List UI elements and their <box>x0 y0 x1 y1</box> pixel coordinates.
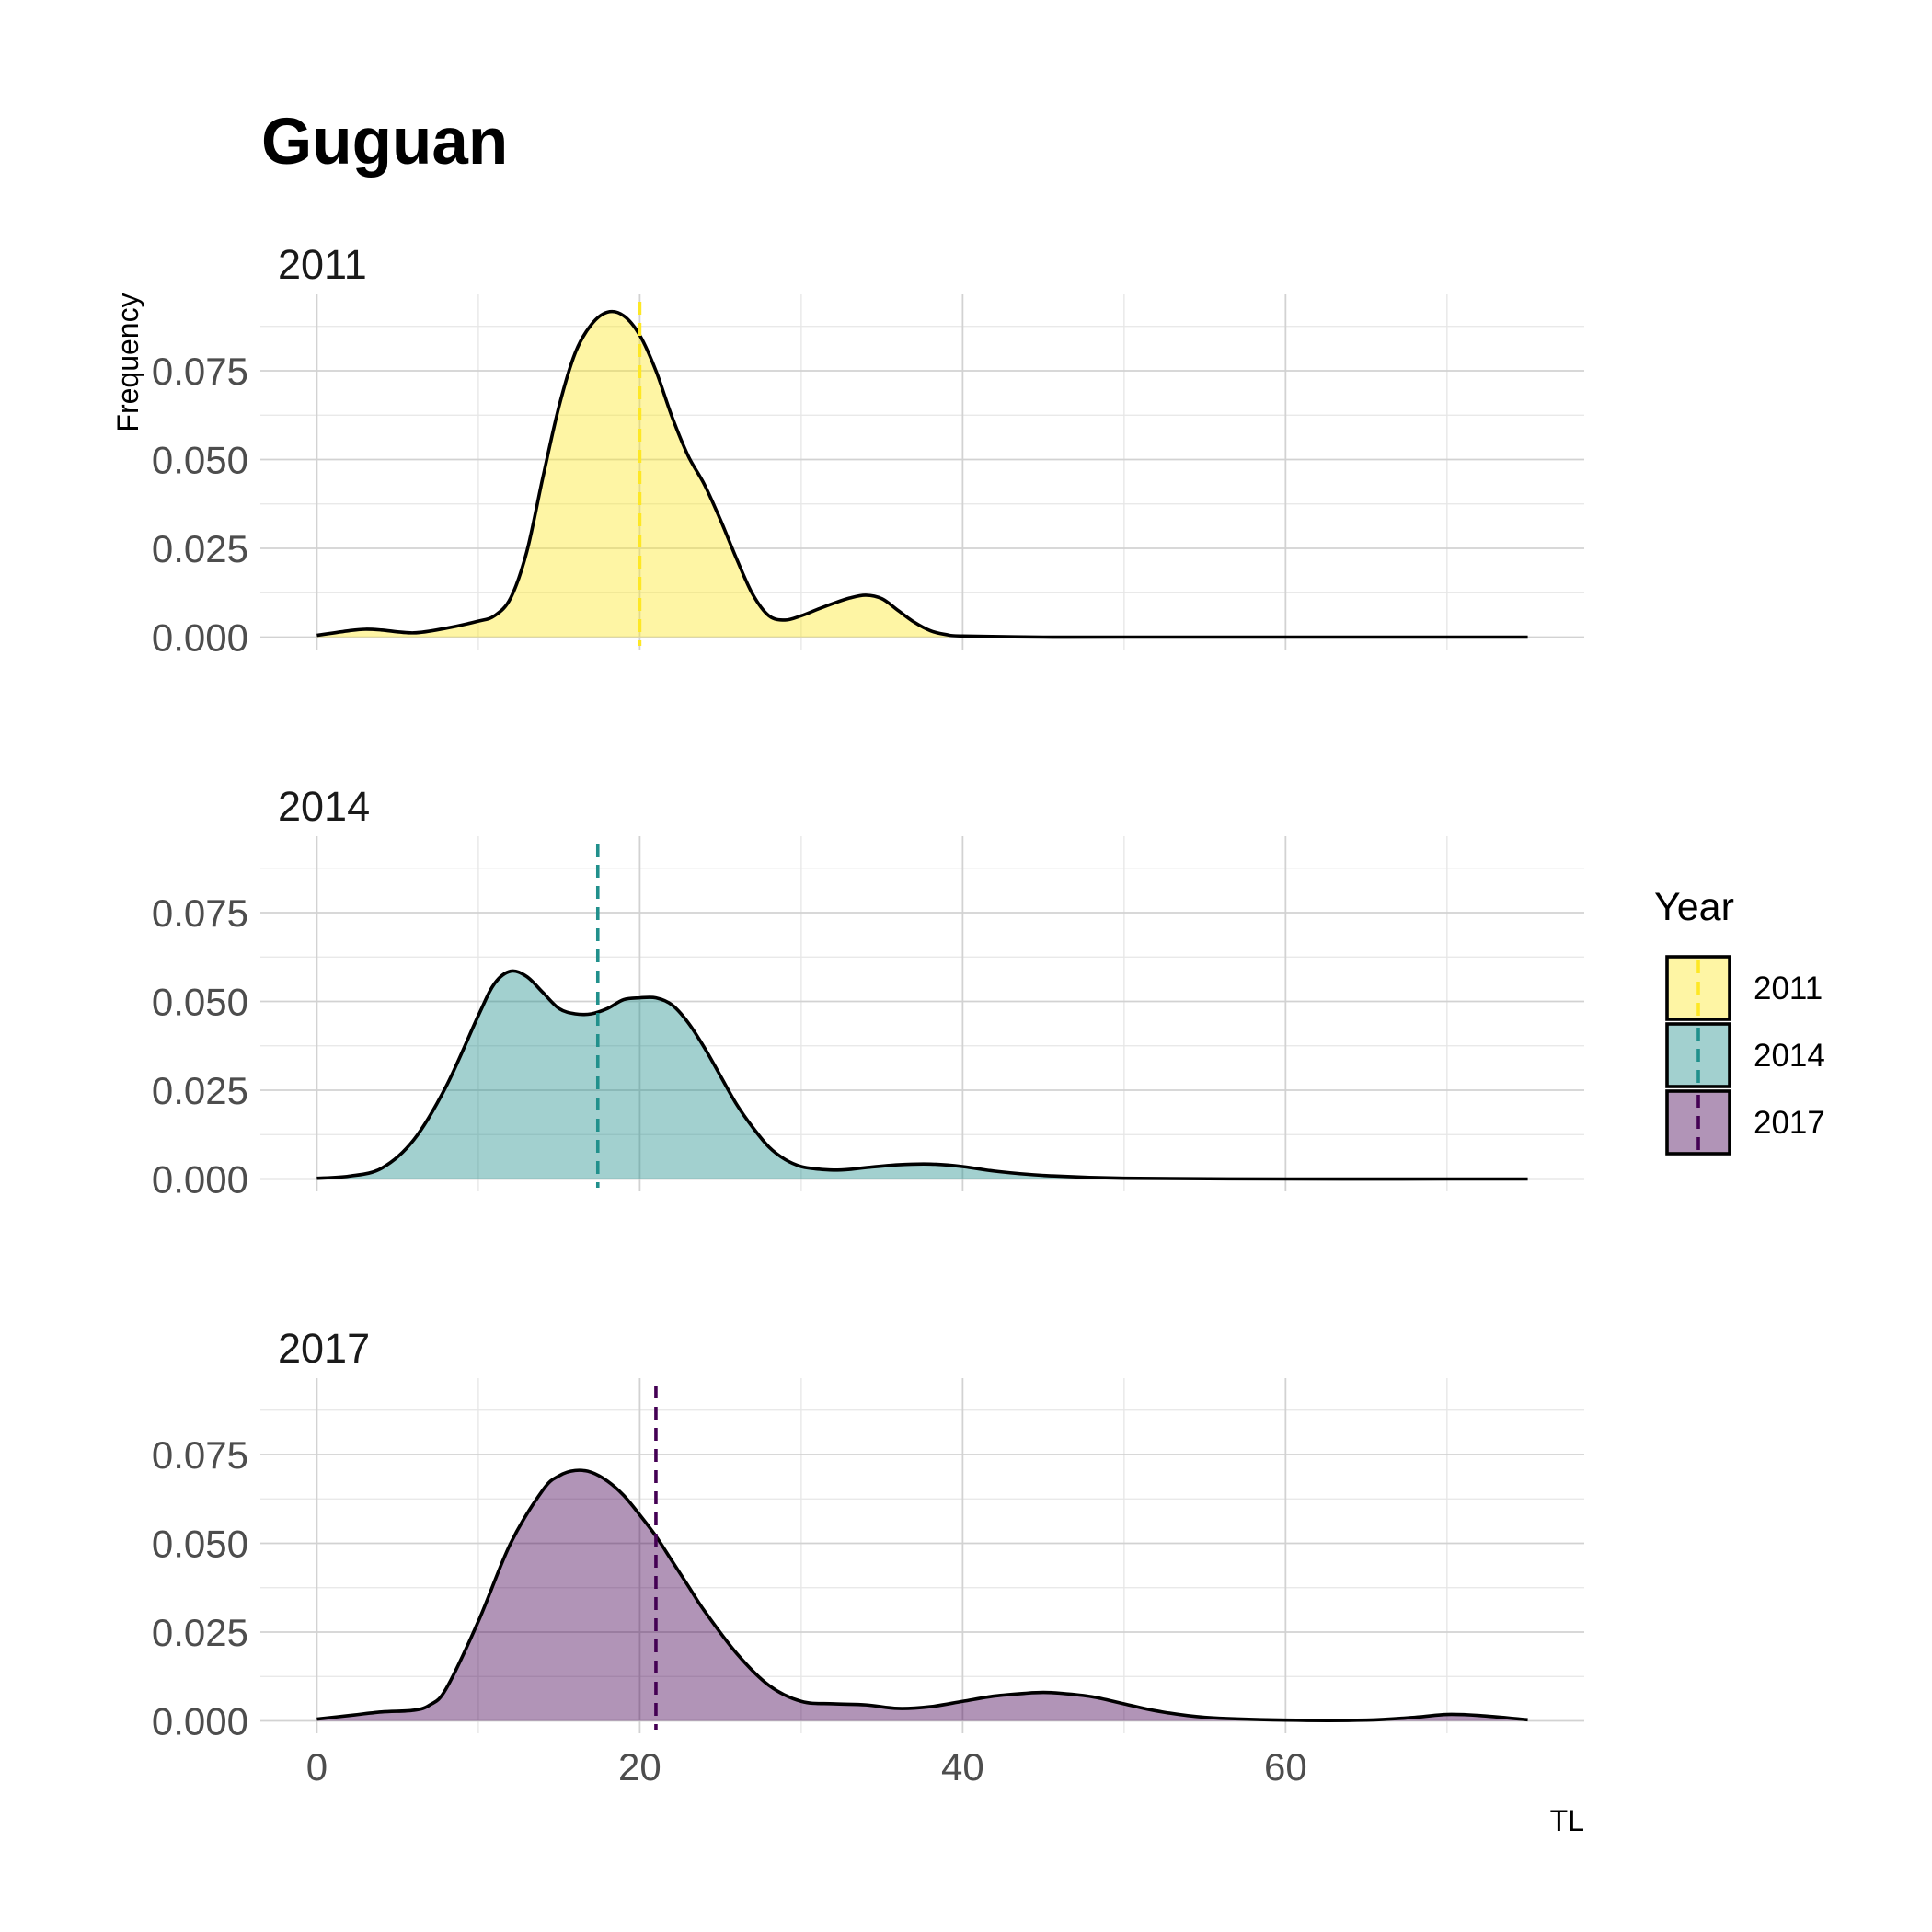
density-area-2011 <box>316 311 1528 638</box>
y-tick-label: 0.075 <box>152 350 248 393</box>
y-axis-label: Frequency <box>111 293 144 431</box>
panel-strip-label: 2011 <box>278 241 367 288</box>
y-tick-label: 0.050 <box>152 980 248 1023</box>
legend-label: 2011 <box>1754 971 1823 1006</box>
legend-item-2017: 2017 <box>1665 1089 1825 1156</box>
x-tick-label: 60 <box>1264 1745 1307 1788</box>
x-tick-label: 40 <box>941 1745 984 1788</box>
panel-2014: 2014 0.000 0.025 0.050 0.075 <box>152 783 1584 1201</box>
y-tick-label: 0.000 <box>152 1157 248 1201</box>
density-curve-2017 <box>316 1468 1528 1722</box>
legend-item-2014: 2014 <box>1665 1022 1825 1088</box>
legend: Year 2011 2014 2017 <box>1654 885 1825 1156</box>
density-area-2014 <box>316 971 1528 1179</box>
chart-title: Guguan <box>261 106 508 178</box>
y-tick-label: 0.025 <box>152 527 248 570</box>
panel-strip-label: 2017 <box>278 1325 370 1372</box>
panel-2017: 2017 0.000 0.025 0.050 0.075 0 20 40 60 <box>152 1325 1584 1788</box>
legend-label: 2017 <box>1754 1105 1825 1141</box>
facet-panels: 2011 0.000 0.025 0.050 0.075 2014 0.000 0.025 0.… <box>152 241 1584 1788</box>
panel-2011: 2011 0.000 0.025 0.050 0.075 <box>152 241 1584 659</box>
legend-title: Year <box>1654 885 1734 929</box>
panel-strip-label: 2014 <box>278 783 370 830</box>
x-tick-label: 20 <box>618 1745 661 1788</box>
legend-item-2011: 2011 <box>1665 955 1823 1021</box>
y-tick-label: 0.050 <box>152 1522 248 1565</box>
y-tick-label: 0.000 <box>152 1699 248 1742</box>
x-tick-label: 0 <box>306 1745 328 1788</box>
y-tick-label: 0.075 <box>152 891 248 935</box>
y-tick-label: 0.025 <box>152 1069 248 1112</box>
legend-label: 2014 <box>1754 1038 1825 1074</box>
y-tick-label: 0.050 <box>152 438 248 481</box>
density-curve-2014 <box>316 969 1528 1181</box>
density-curve-2011 <box>316 309 1528 639</box>
y-tick-label: 0.075 <box>152 1433 248 1477</box>
x-axis-label: TL <box>1550 1804 1584 1837</box>
y-tick-label: 0.000 <box>152 615 248 659</box>
density-area-2017 <box>316 1470 1528 1721</box>
y-tick-label: 0.025 <box>152 1611 248 1654</box>
